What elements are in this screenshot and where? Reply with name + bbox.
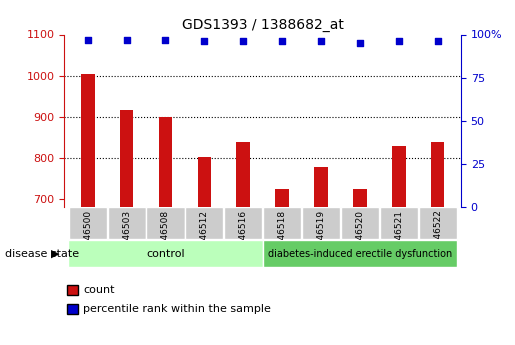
FancyBboxPatch shape	[68, 207, 107, 239]
FancyBboxPatch shape	[419, 207, 457, 239]
Point	[434, 39, 442, 44]
Text: percentile rank within the sample: percentile rank within the sample	[83, 304, 271, 314]
Bar	[198, 157, 211, 207]
Text: GSM46512: GSM46512	[200, 210, 209, 259]
Text: GSM46500: GSM46500	[83, 210, 92, 259]
Title: GDS1393 / 1388682_at: GDS1393 / 1388682_at	[182, 18, 344, 32]
Bar	[120, 110, 133, 207]
Text: GSM46518: GSM46518	[278, 210, 286, 259]
FancyBboxPatch shape	[224, 207, 262, 239]
Point	[123, 37, 131, 42]
Bar	[263, 240, 457, 267]
FancyBboxPatch shape	[263, 207, 301, 239]
FancyBboxPatch shape	[108, 207, 146, 239]
FancyBboxPatch shape	[302, 207, 340, 239]
Point	[356, 40, 364, 46]
Bar	[68, 240, 263, 267]
Bar	[159, 117, 172, 207]
Bar	[81, 73, 95, 207]
Point	[317, 39, 325, 44]
FancyBboxPatch shape	[185, 207, 224, 239]
Point	[161, 37, 169, 42]
Bar	[236, 142, 250, 207]
Text: disease state: disease state	[5, 249, 79, 258]
Point	[394, 39, 403, 44]
Text: GSM46503: GSM46503	[122, 210, 131, 259]
Text: control: control	[146, 249, 185, 258]
Text: GSM46508: GSM46508	[161, 210, 170, 259]
Text: GSM46520: GSM46520	[355, 210, 364, 259]
Point	[278, 39, 286, 44]
Point	[200, 39, 209, 44]
Text: ▶: ▶	[50, 249, 59, 258]
Text: GSM46516: GSM46516	[239, 210, 248, 259]
Point	[83, 37, 92, 42]
Bar	[353, 188, 367, 207]
Point	[239, 39, 247, 44]
FancyBboxPatch shape	[380, 207, 418, 239]
FancyBboxPatch shape	[146, 207, 184, 239]
Bar	[276, 188, 289, 207]
Text: GSM46521: GSM46521	[394, 210, 403, 259]
Bar	[431, 142, 444, 207]
Text: GSM46522: GSM46522	[433, 210, 442, 258]
Bar	[392, 146, 405, 207]
Bar	[314, 167, 328, 207]
Text: GSM46519: GSM46519	[316, 210, 325, 259]
FancyBboxPatch shape	[341, 207, 379, 239]
Text: count: count	[83, 285, 115, 295]
Text: diabetes-induced erectile dysfunction: diabetes-induced erectile dysfunction	[268, 249, 452, 258]
